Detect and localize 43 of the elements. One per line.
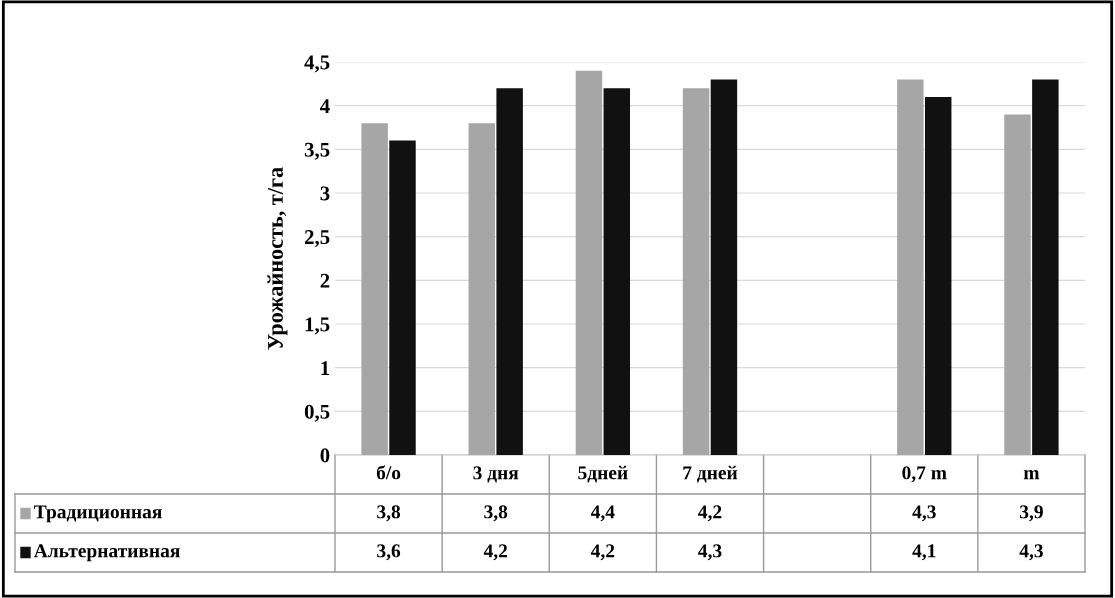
bar bbox=[603, 88, 631, 455]
data-label: 4,2 bbox=[590, 544, 615, 561]
y-axis-title: Урожайность, т/га bbox=[267, 167, 288, 350]
y-tick-label: 4,5 bbox=[304, 55, 330, 73]
data-label: 3,8 bbox=[377, 505, 401, 522]
bar bbox=[361, 123, 388, 455]
data-label: 4,3 bbox=[1019, 544, 1043, 561]
x-tick-label: б/о bbox=[376, 465, 401, 480]
x-tick-label: 0,7 m bbox=[902, 466, 947, 483]
x-tick-label: 5дней bbox=[578, 465, 628, 483]
data-label: 3,9 bbox=[1020, 505, 1043, 522]
y-tick-label: 2,5 bbox=[304, 230, 330, 248]
x-tick-label: m bbox=[1023, 470, 1040, 480]
bar bbox=[389, 140, 416, 455]
bar bbox=[496, 88, 523, 455]
legend-label: Традиционная bbox=[34, 505, 162, 523]
data-label: 4,3 bbox=[912, 505, 936, 522]
bar bbox=[1004, 114, 1031, 455]
x-tick-label: 3 дня bbox=[473, 466, 519, 483]
y-tick-label: 1,5 bbox=[305, 317, 330, 335]
y-tick-label: 0,5 bbox=[304, 404, 330, 422]
data-label: 3,8 bbox=[484, 505, 508, 522]
legend-label: Альтернативная bbox=[33, 544, 180, 562]
bar bbox=[710, 79, 738, 455]
data-label: 3,6 bbox=[377, 544, 401, 561]
y-tick-label: 3,5 bbox=[304, 142, 330, 160]
bar bbox=[924, 96, 952, 455]
data-label: 4,2 bbox=[483, 544, 508, 561]
y-tick-label: 0 bbox=[320, 448, 330, 463]
data-label: 4,3 bbox=[698, 544, 722, 561]
y-tick-label: 2 bbox=[320, 273, 330, 288]
data-label: 4,2 bbox=[698, 505, 722, 522]
x-tick-label: 7 дней bbox=[683, 465, 738, 483]
data-label: 4,1 bbox=[912, 544, 936, 561]
bar bbox=[575, 70, 603, 455]
bar bbox=[1032, 79, 1059, 455]
y-tick-label: 4 bbox=[320, 99, 330, 113]
data-label: 4,4 bbox=[590, 505, 615, 522]
y-tick-label: 3 bbox=[320, 186, 330, 201]
bar bbox=[897, 79, 924, 455]
y-tick-label: 1 bbox=[321, 361, 330, 375]
bar bbox=[468, 123, 496, 455]
bar bbox=[682, 88, 710, 455]
